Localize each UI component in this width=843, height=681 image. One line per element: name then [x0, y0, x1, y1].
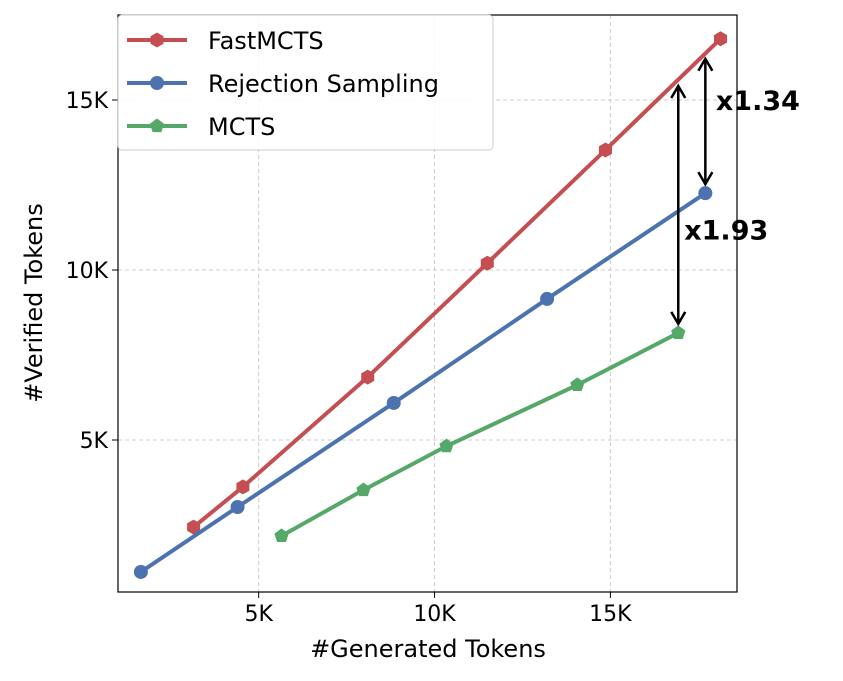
- legend-marker: [150, 76, 164, 90]
- point-mcts: [274, 528, 289, 542]
- legend-marker: [150, 32, 164, 48]
- ratio-label: x1.93: [684, 215, 768, 246]
- y-tick-label: 10K: [66, 259, 109, 284]
- line-fastmcts: [192, 37, 722, 529]
- line-mcts: [280, 331, 680, 538]
- arrow-head-down-icon: [670, 311, 687, 327]
- x-axis-label: #Generated Tokens: [310, 635, 546, 663]
- y-tick-label: 15K: [66, 89, 109, 114]
- point-mcts: [570, 377, 585, 391]
- point-rejection-sampling: [540, 291, 555, 306]
- point-mcts: [671, 325, 686, 339]
- point-rejection-sampling: [230, 499, 245, 514]
- arrow-head-up-icon: [697, 56, 714, 72]
- ratio-label: x1.34: [716, 86, 800, 117]
- point-fastmcts: [599, 142, 612, 158]
- point-mcts: [439, 438, 454, 453]
- annotation-x1-93: x1.93: [670, 83, 768, 327]
- point-fastmcts: [480, 255, 494, 271]
- series-lines: [133, 31, 727, 579]
- point-rejection-sampling: [386, 395, 401, 410]
- point-fastmcts: [236, 479, 250, 495]
- legend-item-fastmcts: FastMCTS: [127, 27, 324, 55]
- point-fastmcts: [361, 369, 375, 385]
- series-rejection-sampling: [133, 186, 713, 579]
- annotations: x1.34 x1.93: [670, 56, 800, 327]
- x-tick-label: 15K: [589, 602, 632, 627]
- legend-item-mcts: MCTS: [127, 113, 275, 141]
- y-axis-label: #Verified Tokens: [20, 203, 48, 403]
- legend-item-rejection-sampling: Rejection Sampling: [127, 70, 439, 98]
- point-rejection-sampling: [698, 186, 713, 201]
- ticks: 5K 10K 15K 5K 10K 15K: [66, 89, 633, 627]
- legend-label: FastMCTS: [208, 27, 324, 55]
- point-mcts: [356, 482, 371, 497]
- legend-label: MCTS: [208, 113, 275, 141]
- annotation-x1-34: x1.34: [697, 56, 800, 187]
- x-tick-label: 10K: [413, 602, 456, 627]
- series-mcts: [274, 325, 686, 542]
- point-fastmcts: [714, 31, 727, 47]
- arrow-head-up-icon: [670, 83, 687, 99]
- arrow-head-down-icon: [697, 171, 714, 187]
- x-tick-label: 5K: [244, 602, 273, 627]
- y-tick-label: 5K: [80, 429, 109, 454]
- legend-box: [117, 14, 494, 151]
- point-rejection-sampling: [133, 564, 148, 579]
- point-fastmcts: [187, 519, 201, 535]
- line-rejection-sampling: [139, 191, 707, 574]
- legend-marker: [149, 118, 165, 133]
- series-fastmcts: [187, 31, 727, 535]
- legend-label: Rejection Sampling: [208, 70, 439, 98]
- legend: FastMCTS Rejection Sampling MCTS: [117, 14, 494, 151]
